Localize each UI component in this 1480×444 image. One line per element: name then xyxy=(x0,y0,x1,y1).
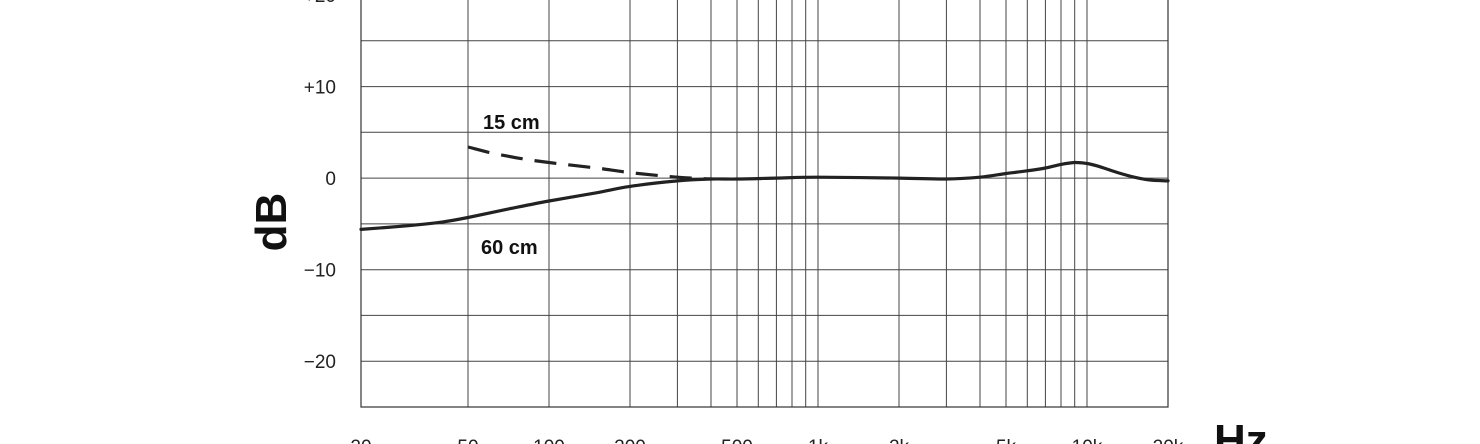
x-tick-label: 100 xyxy=(533,437,565,444)
y-tick-label: +10 xyxy=(304,78,336,99)
x-axis-label: Hz xyxy=(1214,416,1268,444)
x-tick-label: 20k xyxy=(1153,437,1184,444)
x-tick-label: 1k xyxy=(808,437,829,444)
x-tick-label: 5k xyxy=(996,437,1017,444)
y-tick-label: +20 xyxy=(304,0,336,7)
series-line-15-cm xyxy=(467,145,712,181)
plot-frame xyxy=(360,0,1169,408)
x-tick-label: 20 xyxy=(350,437,371,444)
y-tick-label: −20 xyxy=(304,352,336,373)
x-tick-label: 200 xyxy=(614,437,646,444)
x-tick-label: 50 xyxy=(457,437,478,444)
annotation-60-cm: 60 cm xyxy=(481,237,538,259)
y-tick-label: −10 xyxy=(304,261,336,282)
series-layer xyxy=(359,145,1170,231)
annotation-15-cm: 15 cm xyxy=(483,112,540,134)
series-line-60-cm xyxy=(359,160,1170,231)
x-tick-label: 2k xyxy=(889,437,910,444)
horizontal-gridlines xyxy=(361,40,1168,362)
vertical-gridlines xyxy=(360,0,1169,407)
y-tick-labels: +20 +10 0 −10 −20 xyxy=(304,0,336,373)
x-tick-label: 500 xyxy=(721,437,753,444)
x-tick-label: 10k xyxy=(1072,437,1103,444)
x-tick-labels: 20 50 100 200 500 1k 2k 5k 10k 20k xyxy=(350,437,1183,444)
y-axis-label: dB xyxy=(247,193,296,252)
y-tick-label: 0 xyxy=(325,169,336,190)
